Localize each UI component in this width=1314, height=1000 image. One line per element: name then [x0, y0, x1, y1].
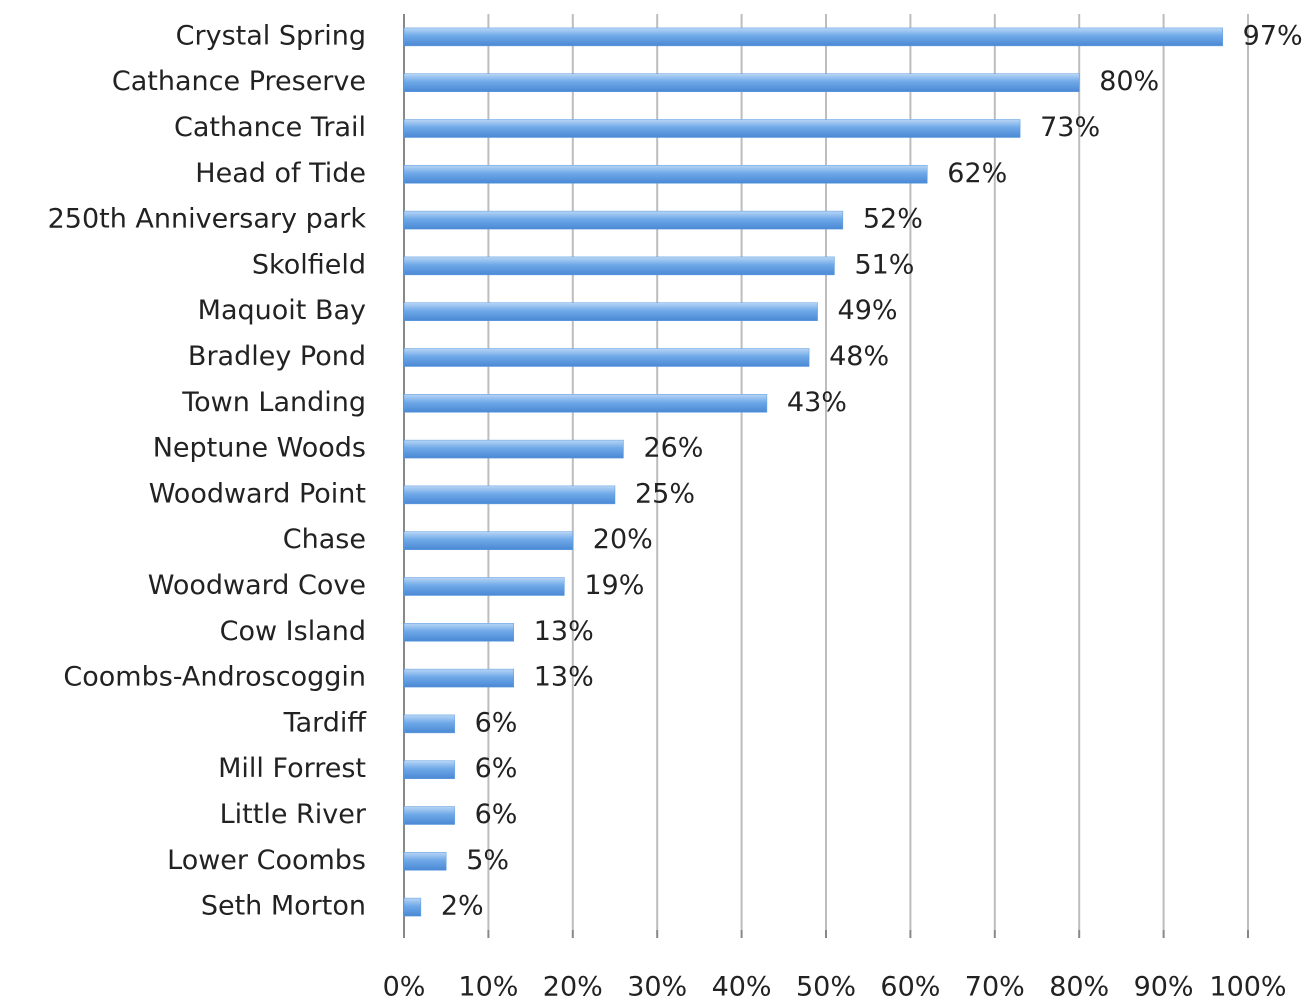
bar [403, 256, 835, 276]
y-tick-label: Head of Tide [195, 158, 366, 189]
bar [403, 302, 818, 321]
bar [403, 27, 1223, 47]
y-tick-label: Woodward Point [149, 478, 366, 509]
value-label: 13% [534, 662, 594, 693]
x-tick-label: 0% [383, 972, 426, 1000]
x-tick-label: 80% [1049, 972, 1109, 1000]
bar [403, 531, 574, 550]
x-tick-label: 70% [965, 972, 1025, 1000]
y-tick-label: Cow Island [220, 616, 366, 647]
bar [403, 668, 514, 688]
y-tick-label: Cathance Preserve [112, 66, 366, 97]
value-label: 43% [787, 387, 847, 418]
value-label: 5% [466, 845, 509, 876]
value-label: 26% [643, 433, 703, 464]
bar [403, 714, 455, 734]
x-tick-label: 20% [543, 972, 603, 1000]
y-tick-label: Skolfield [252, 249, 366, 280]
value-label: 97% [1243, 20, 1303, 51]
y-tick-label: Chase [283, 524, 366, 555]
y-tick-label: Maquoit Bay [198, 295, 366, 326]
y-tick-label: Cathance Trail [174, 112, 366, 143]
value-label: 6% [475, 799, 518, 830]
bar [403, 623, 514, 642]
bar [403, 348, 810, 367]
y-tick-label: Bradley Pond [188, 341, 366, 372]
value-label: 62% [947, 158, 1007, 189]
bar [403, 165, 928, 184]
y-tick-label: Seth Morton [201, 891, 366, 922]
value-label: 80% [1099, 66, 1159, 97]
value-label: 19% [584, 570, 644, 601]
value-label: 25% [635, 478, 695, 509]
bar [403, 806, 455, 825]
value-label: 51% [854, 249, 914, 280]
x-tick-label: 30% [627, 972, 687, 1000]
bar [403, 485, 616, 505]
x-tick-label: 100% [1209, 972, 1286, 1000]
value-label: 20% [593, 524, 653, 555]
bar [403, 73, 1080, 92]
value-label: 2% [441, 891, 484, 922]
bar [403, 852, 447, 871]
bar [403, 897, 422, 917]
y-tick-label: 250th Anniversary park [48, 204, 367, 235]
value-label: 49% [838, 295, 898, 326]
y-tick-label: Mill Forrest [218, 753, 366, 784]
y-tick-label: Neptune Woods [153, 433, 366, 464]
x-tick-label: 10% [458, 972, 518, 1000]
y-tick-label: Town Landing [181, 387, 366, 418]
bar [403, 439, 624, 459]
value-label: 13% [534, 616, 594, 647]
x-tick-label: 50% [796, 972, 856, 1000]
bar [403, 119, 1021, 138]
y-tick-label: Coombs-Androscoggin [63, 662, 366, 693]
y-tick-label: Little River [220, 799, 367, 830]
value-label: 48% [829, 341, 889, 372]
y-tick-label: Crystal Spring [176, 20, 366, 51]
y-tick-label: Woodward Cove [148, 570, 366, 601]
bar [403, 210, 844, 230]
y-tick-label: Lower Coombs [167, 845, 366, 876]
bar [403, 577, 565, 596]
value-label: 52% [863, 204, 923, 235]
value-label: 6% [475, 753, 518, 784]
x-tick-label: 40% [712, 972, 772, 1000]
value-label: 73% [1040, 112, 1100, 143]
x-tick-label: 90% [1134, 972, 1194, 1000]
bar [403, 394, 768, 413]
x-tick-label: 60% [880, 972, 940, 1000]
y-tick-label: Tardiff [283, 707, 368, 738]
value-label: 6% [475, 707, 518, 738]
bar [403, 760, 455, 779]
